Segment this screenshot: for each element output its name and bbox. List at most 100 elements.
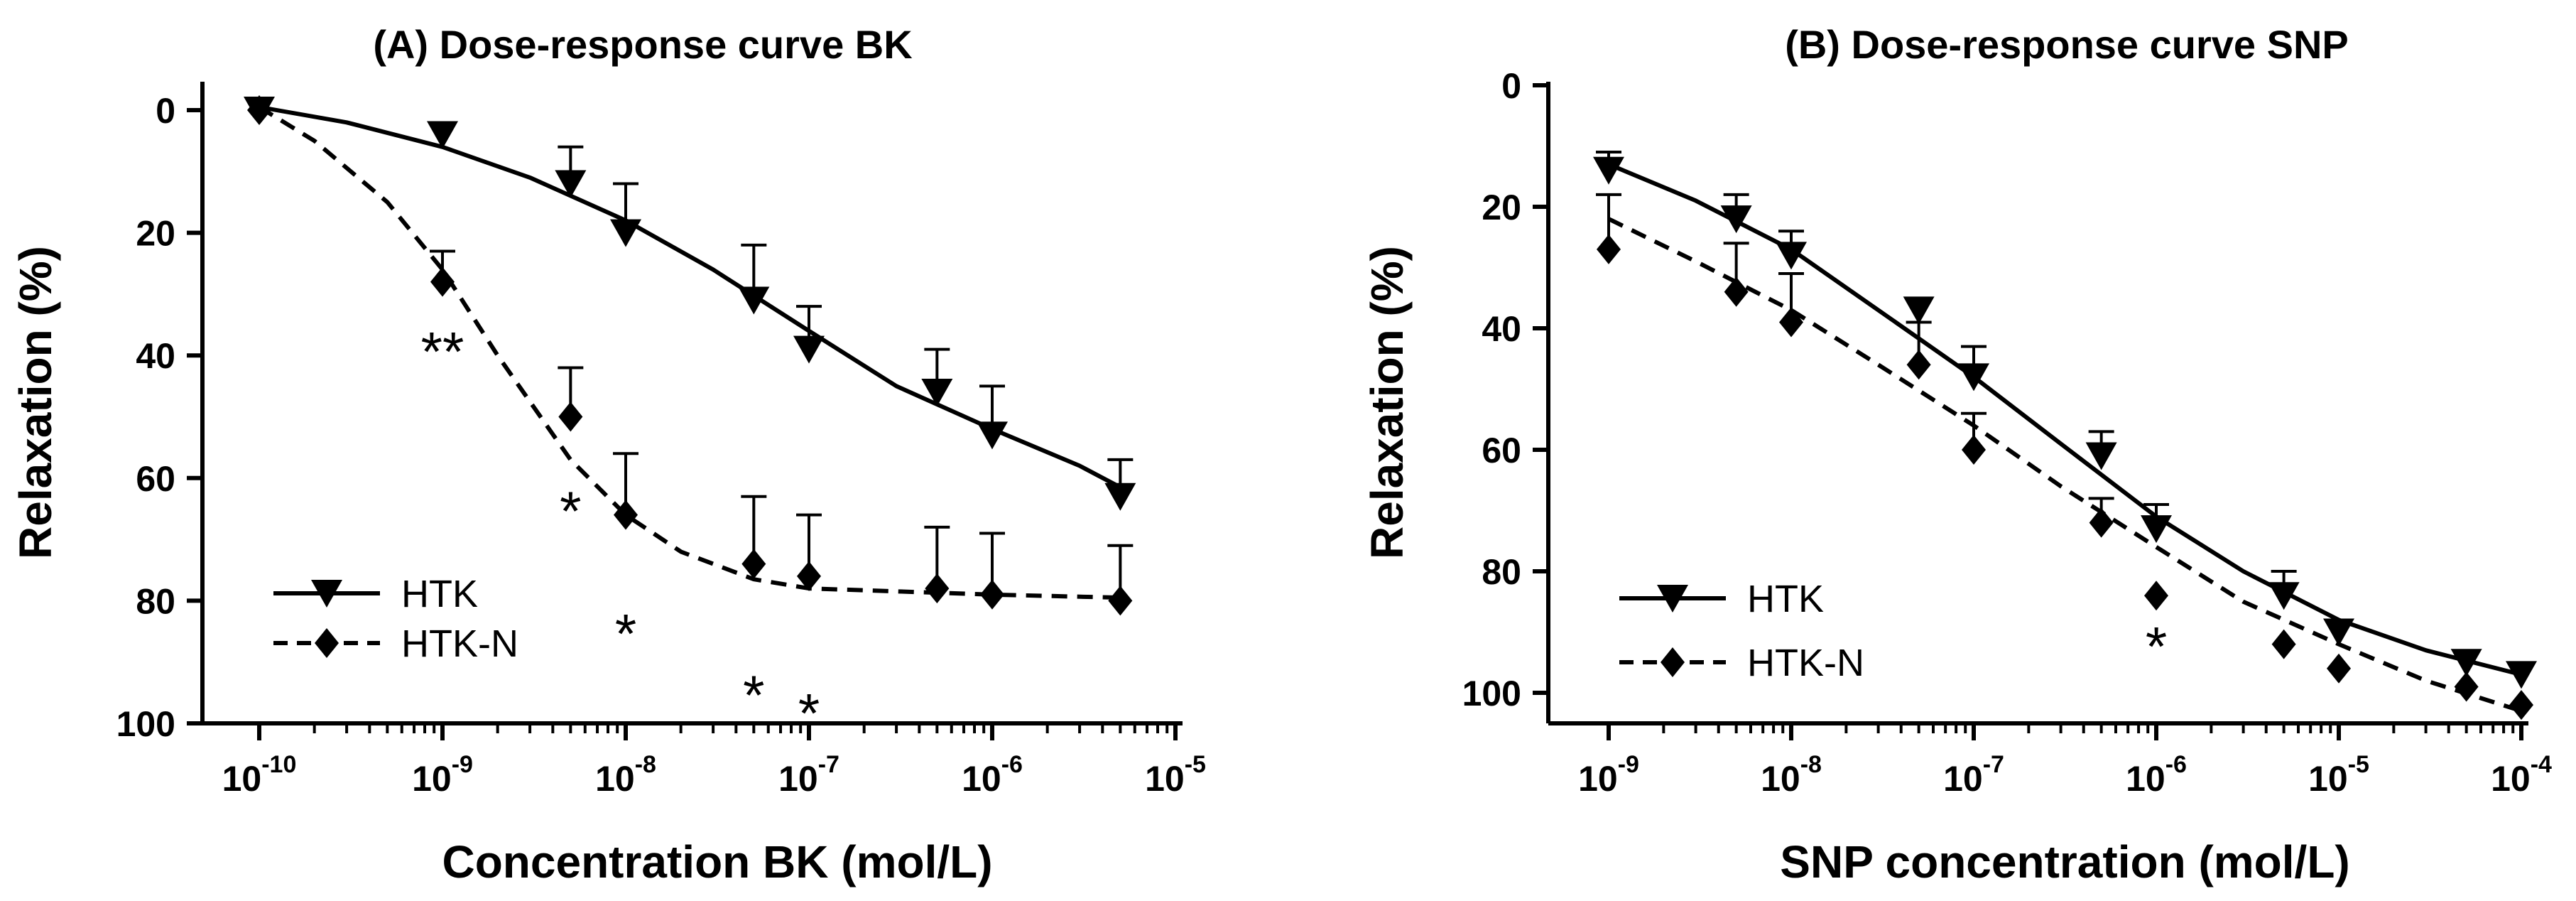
x-tick-exponent: -8 <box>635 751 656 778</box>
y-tick-label: 20 <box>136 214 175 254</box>
y-tick-label: 0 <box>156 91 175 131</box>
data-point-htk-n <box>2509 690 2533 721</box>
legend-marker <box>1661 647 1685 677</box>
x-tick-base: 10 <box>2126 759 2165 799</box>
x-tick-base: 10 <box>962 759 1001 799</box>
data-point-htk-n <box>797 561 821 591</box>
x-tick-label: 10-5 <box>2308 751 2369 799</box>
y-tick-label: 100 <box>116 704 175 744</box>
fit-curve-htk-n <box>258 105 1121 600</box>
x-tick-label: 10-6 <box>962 751 1023 799</box>
y-axis-label: Relaxation (%) <box>10 246 61 559</box>
data-point-htk <box>2085 442 2117 470</box>
x-tick-base: 10 <box>1761 759 1800 799</box>
significance-marker: * <box>743 664 764 726</box>
data-point-htk-n <box>1108 586 1133 616</box>
x-tick-base: 10 <box>2308 759 2348 799</box>
data-point-htk <box>427 121 458 149</box>
data-point-htk <box>1958 363 1989 392</box>
x-tick-base: 10 <box>1145 759 1185 799</box>
panel-b: (B) Dose-response curve SNP 0 20 40 60 80 100 1… <box>1362 22 2552 887</box>
x-tick-exponent: -6 <box>1001 751 1023 778</box>
data-point-htk <box>1593 156 1624 185</box>
data-point-htk <box>1104 482 1136 511</box>
data-point-htk-n <box>2327 653 2351 684</box>
x-axis-label: Concentration BK (mol/L) <box>442 836 992 887</box>
data-point-htk-n <box>430 266 455 297</box>
data-point-htk-n <box>980 579 1004 610</box>
legend-marker <box>1657 585 1688 613</box>
data-point-htk <box>2450 649 2482 677</box>
x-tick-exponent: -5 <box>2348 751 2369 778</box>
y-tick-label: 60 <box>1482 431 1521 470</box>
x-tick-base: 10 <box>222 759 262 799</box>
x-tick-label: 10-8 <box>595 751 656 799</box>
significance-marker: * <box>615 603 636 665</box>
data-point-htk <box>1903 296 1935 325</box>
y-tick-label: 20 <box>1482 188 1521 227</box>
fit-curve-htk <box>259 104 1121 490</box>
data-point-htk <box>921 378 953 406</box>
legend-marker <box>311 580 342 608</box>
x-tick-label: 10-7 <box>778 751 839 799</box>
y-tick-label: 0 <box>1501 66 1521 106</box>
data-point-htk-n <box>614 500 638 530</box>
significance-marker: ** <box>421 320 464 383</box>
x-tick-base: 10 <box>2491 759 2531 799</box>
x-tick-exponent: -8 <box>1800 751 1822 778</box>
data-point-htk-n <box>925 573 950 604</box>
x-tick-base: 10 <box>1943 759 1983 799</box>
x-tick-label: 10-9 <box>412 751 473 799</box>
x-tick-label: 10-9 <box>1578 751 1639 799</box>
data-point-htk-n <box>558 401 583 432</box>
x-tick-exponent: -9 <box>452 751 473 778</box>
data-point-htk <box>2141 515 2172 544</box>
x-tick-base: 10 <box>595 759 635 799</box>
data-point-htk <box>2323 618 2354 647</box>
data-point-htk <box>2506 661 2537 689</box>
x-tick-label: 10-6 <box>2126 751 2187 799</box>
legend-label: HTK <box>401 573 478 615</box>
data-point-htk <box>2268 582 2300 610</box>
data-point-htk <box>977 421 1008 450</box>
x-tick-base: 10 <box>1578 759 1618 799</box>
data-point-htk-n <box>1724 276 1749 307</box>
data-point-htk-n <box>741 549 766 579</box>
chart-title: (B) Dose-response curve SNP <box>1785 22 2349 67</box>
x-axis-label: SNP concentration (mol/L) <box>1780 836 2349 887</box>
significance-marker: * <box>560 480 581 542</box>
data-point-htk-n <box>1962 435 1986 465</box>
data-point-htk <box>1776 242 1807 270</box>
data-point-htk-n <box>1906 350 1931 380</box>
legend-label: HTK-N <box>401 622 518 665</box>
fit-curve-htk <box>1607 162 2522 677</box>
data-point-htk-n <box>1597 234 1621 264</box>
x-tick-label: 10-8 <box>1761 751 1822 799</box>
data-point-htk <box>1720 205 1752 234</box>
y-tick-label: 40 <box>136 336 175 376</box>
y-axis-label: Relaxation (%) <box>1362 246 1413 559</box>
legend-label: HTK <box>1747 578 1824 620</box>
y-tick-label: 80 <box>136 581 175 621</box>
x-tick-label: 10-10 <box>222 751 297 799</box>
data-point-htk-n <box>247 95 271 125</box>
legend-marker <box>315 628 339 658</box>
x-tick-exponent: -9 <box>1618 751 1639 778</box>
data-point-htk-n <box>2454 671 2479 702</box>
x-tick-base: 10 <box>778 759 818 799</box>
data-point-htk <box>555 170 587 198</box>
x-tick-exponent: -10 <box>261 751 296 778</box>
x-tick-exponent: -7 <box>1983 751 2004 778</box>
y-tick-label: 60 <box>136 459 175 499</box>
x-tick-exponent: -6 <box>2165 751 2187 778</box>
x-tick-label: 10-4 <box>2491 751 2552 799</box>
panel-a: (A) Dose-response curve BK 0 20 40 60 80 100 10… <box>10 22 1206 887</box>
legend-label: HTK-N <box>1747 642 1864 684</box>
data-point-htk <box>738 286 770 315</box>
x-tick-label: 10-5 <box>1145 751 1206 799</box>
chart-title: (A) Dose-response curve BK <box>373 22 912 67</box>
x-tick-exponent: -4 <box>2531 751 2552 778</box>
fit-curve-htk-n <box>1607 217 2522 713</box>
y-tick-label: 40 <box>1482 309 1521 349</box>
